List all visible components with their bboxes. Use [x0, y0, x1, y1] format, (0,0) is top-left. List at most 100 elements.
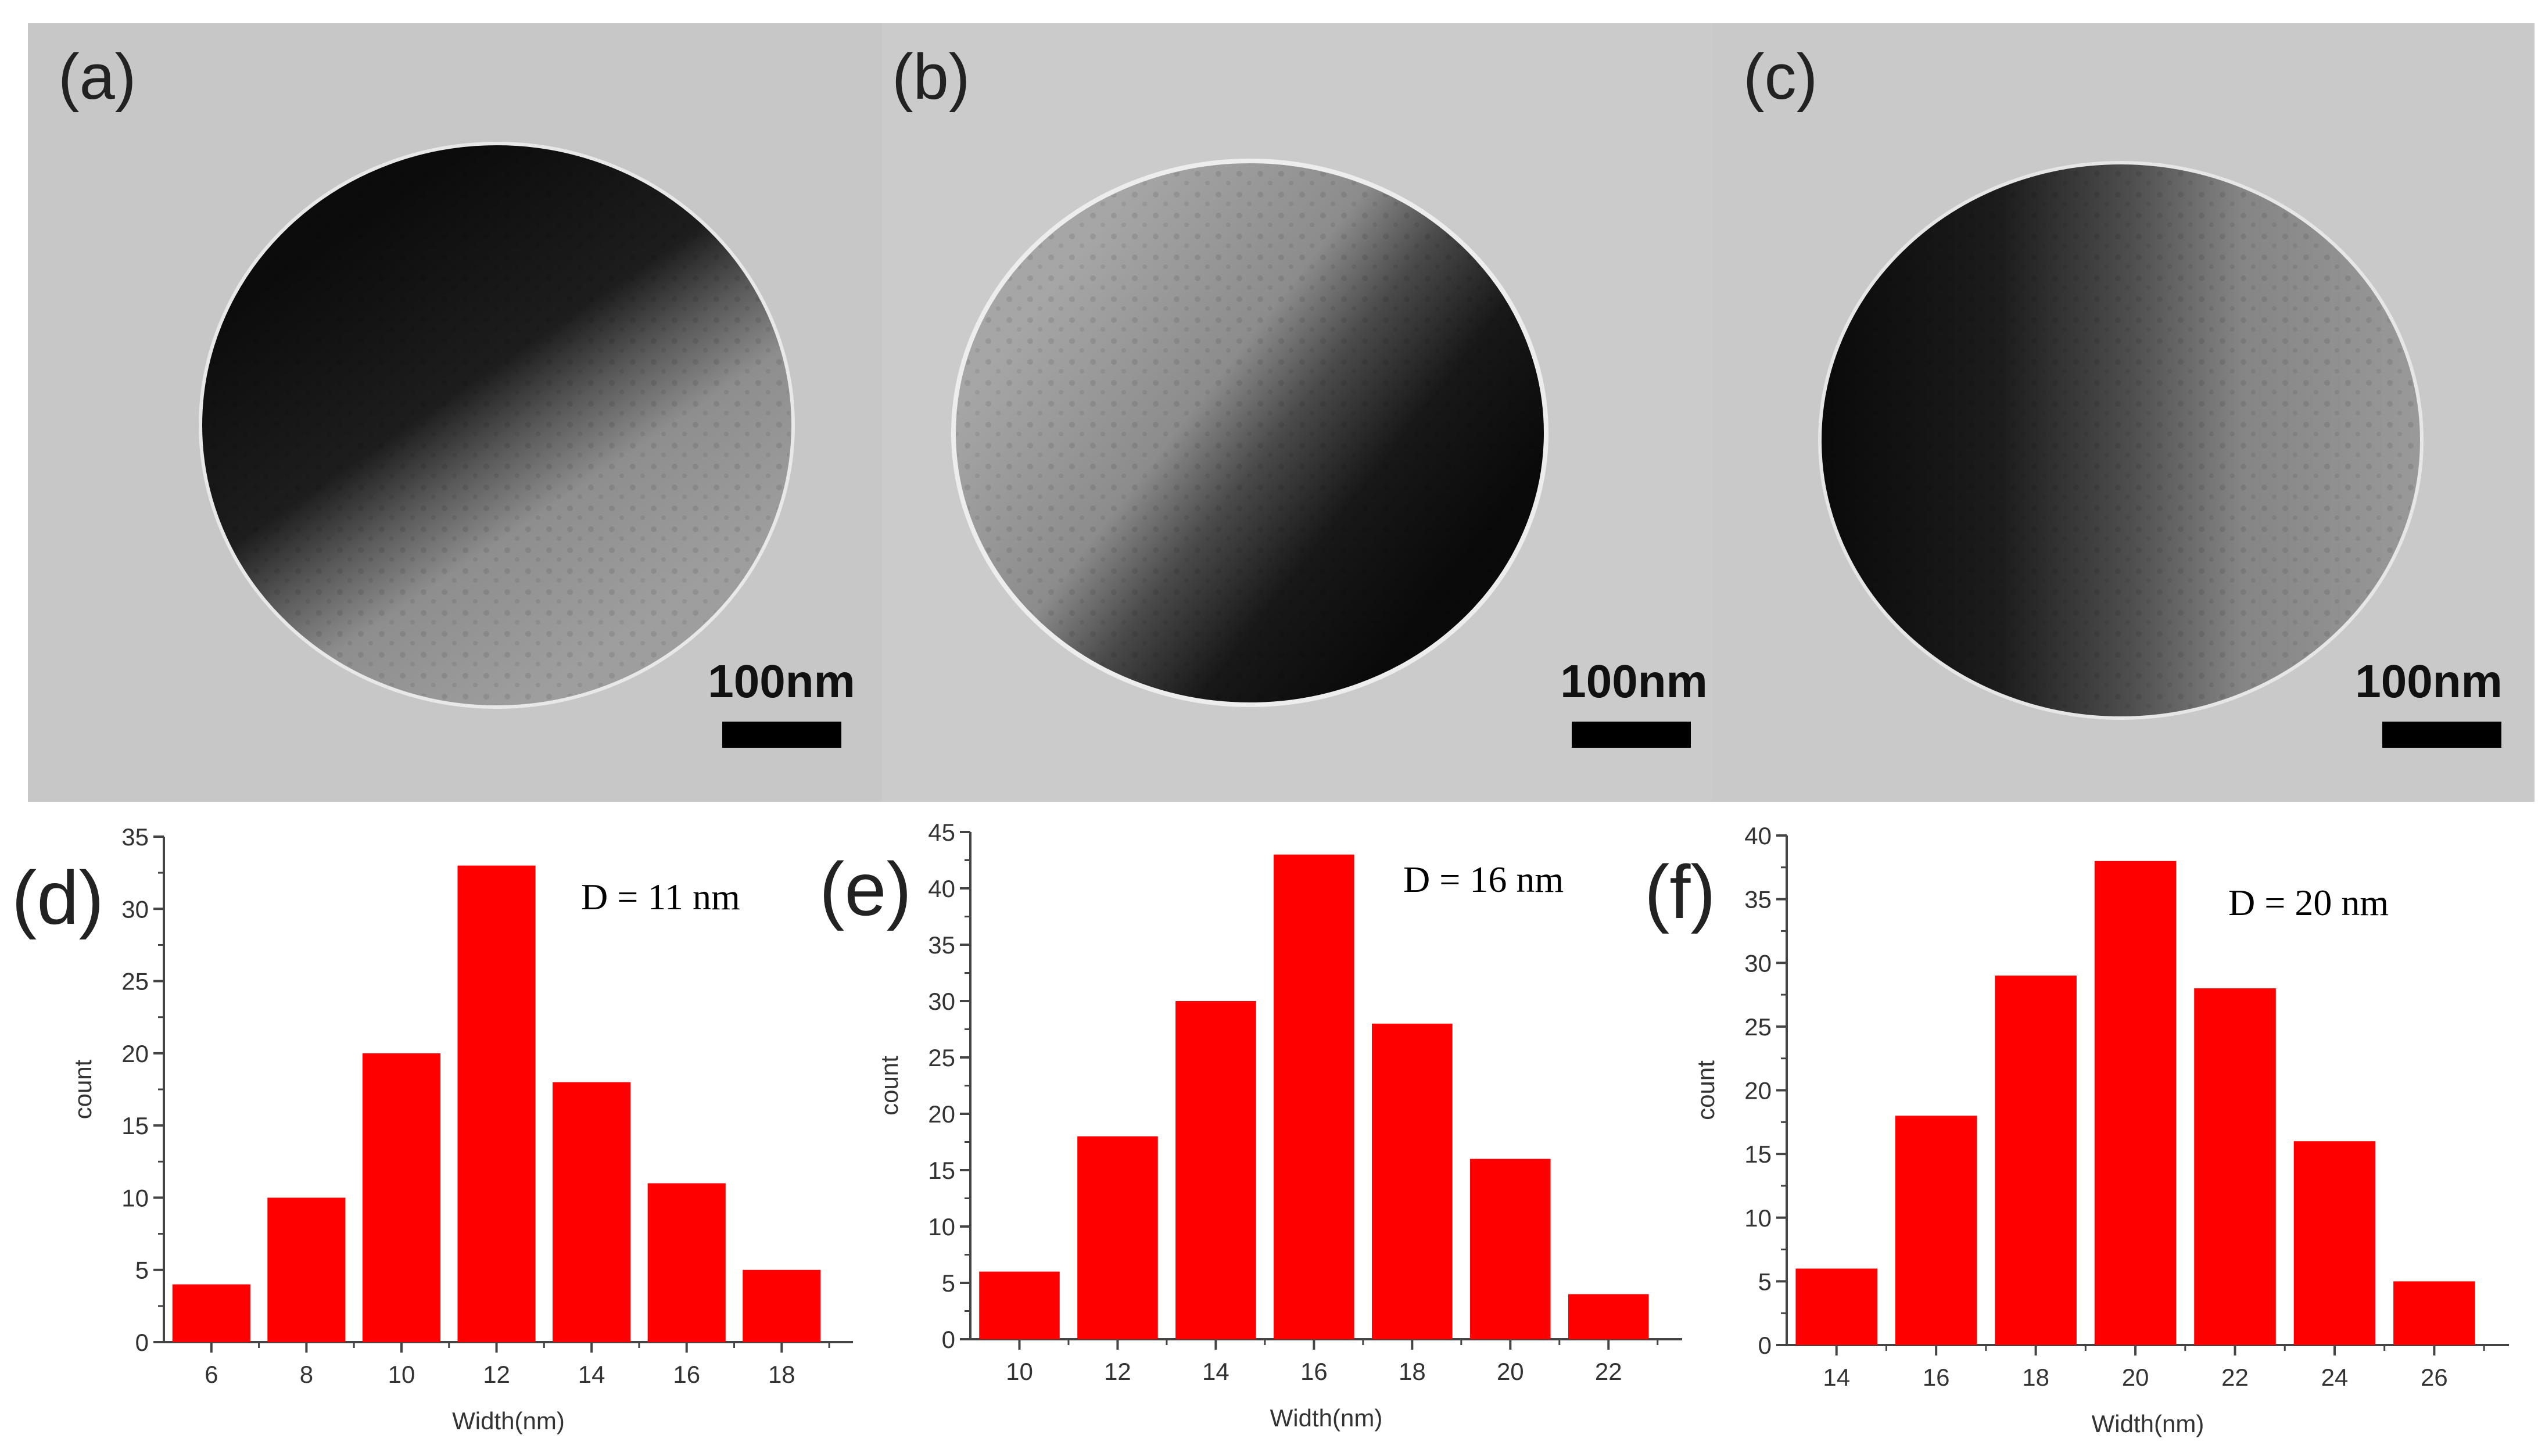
bar: [1175, 1001, 1256, 1339]
scale-bar-text-b: 100nm: [1560, 655, 1707, 707]
bar: [743, 1269, 821, 1342]
bar: [2393, 1281, 2475, 1345]
y-tick-label: 5: [942, 1269, 955, 1297]
panel-label-c: (c): [1743, 41, 1818, 113]
y-axis-title: count: [69, 1059, 96, 1119]
y-axis-title: count: [1692, 1060, 1719, 1120]
y-tick-label: 0: [942, 1326, 955, 1353]
x-tick-label: 22: [1595, 1358, 1622, 1385]
particle-texture: [956, 164, 1543, 702]
scale-bar-c: [2382, 722, 2501, 748]
bar: [362, 1053, 441, 1342]
d-annotation: D = 16 nm: [1403, 859, 1564, 900]
x-tick-label: 14: [1823, 1364, 1850, 1391]
y-tick-label: 30: [1744, 949, 1772, 977]
particle-texture: [203, 146, 790, 704]
histogram-f: (f) D = 20 nm 0 5 10 15 20 25 30 35 40 14 16 18 20 22…: [1644, 822, 2509, 1437]
y-tick-label: 10: [121, 1184, 149, 1211]
y-tick-label: 15: [1744, 1141, 1772, 1168]
x-axis-title: Width(nm): [452, 1407, 565, 1435]
particle-texture: [1823, 166, 2419, 715]
d-annotation: D = 11 nm: [581, 876, 740, 917]
bar: [647, 1183, 726, 1342]
y-tick-label: 20: [1744, 1077, 1772, 1104]
bar: [1895, 1116, 1977, 1345]
x-tick-label: 26: [2421, 1364, 2448, 1391]
x-tick-label: 12: [483, 1361, 510, 1388]
bar: [2293, 1141, 2376, 1345]
x-tick-label: 6: [205, 1361, 218, 1388]
tem-panel-a: (a) 100nm: [28, 23, 882, 802]
y-tick-label: 15: [121, 1112, 149, 1139]
y-tick-label: 5: [135, 1257, 149, 1284]
bar: [2194, 988, 2276, 1345]
y-tick-label: 10: [928, 1213, 955, 1240]
y-tick-label: 25: [1744, 1013, 1772, 1041]
x-tick-label: 18: [1399, 1358, 1426, 1385]
panel-label-b: (b): [892, 41, 970, 113]
d-annotation: D = 20 nm: [2228, 882, 2389, 923]
y-tick-label: 30: [121, 895, 149, 923]
y-tick-label: 15: [928, 1157, 955, 1184]
scale-bar-text-c: 100nm: [2355, 655, 2502, 707]
chart-f: 0 5 10 15 20 25 30 35 40 14 16 18 20 22 24 26 Width(nm) c…: [1692, 822, 2509, 1437]
y-tick-label: 10: [1744, 1204, 1772, 1232]
y-tick-label: 20: [928, 1100, 955, 1128]
histogram-d: (d) D = 11 nm 0 5 10 15 20 25 30 35 6 8 10 12 14 16 18…: [12, 823, 853, 1435]
x-tick-label: 18: [2022, 1364, 2049, 1391]
scale-bar-a: [722, 722, 841, 748]
bar: [1995, 976, 2077, 1345]
bar: [1077, 1136, 1158, 1339]
y-tick-label: 40: [1744, 822, 1772, 849]
y-tick-label: 35: [1744, 886, 1772, 913]
y-axis-title: count: [876, 1056, 903, 1116]
x-tick-label: 18: [768, 1361, 795, 1388]
panel-label-a: (a): [58, 41, 136, 113]
histogram-e: (e) D = 16 nm 0 5 10 15 20 25 30 35 40 45 10 12 14 16…: [819, 819, 1682, 1432]
bar: [1470, 1159, 1551, 1339]
x-tick-label: 14: [578, 1361, 605, 1388]
x-tick-label: 14: [1202, 1358, 1229, 1385]
bar: [2094, 860, 2177, 1345]
y-tick-label: 45: [928, 819, 955, 846]
y-tick-label: 25: [121, 968, 149, 995]
y-tick-label: 20: [121, 1040, 149, 1067]
tem-panel-b: (b) 100nm: [882, 23, 1712, 802]
x-tick-label: 16: [673, 1361, 700, 1388]
x-tick-label: 16: [1300, 1358, 1328, 1385]
bar: [1568, 1294, 1649, 1339]
panel-label-f: (f): [1644, 849, 1716, 934]
bar: [979, 1271, 1060, 1339]
x-tick-label: 16: [1923, 1364, 1950, 1391]
bar: [267, 1197, 346, 1342]
tem-panel-c: (c) 100nm: [1712, 23, 2535, 802]
y-tick-label: 0: [135, 1329, 149, 1356]
scale-bar-text-a: 100nm: [708, 655, 855, 707]
bar: [553, 1082, 631, 1342]
x-tick-label: 20: [2122, 1364, 2149, 1391]
x-tick-label: 12: [1104, 1358, 1131, 1385]
bar: [1795, 1268, 1878, 1345]
bar: [172, 1284, 250, 1342]
x-tick-label: 10: [388, 1361, 415, 1388]
panel-label-e: (e): [819, 847, 912, 931]
y-tick-label: 0: [1758, 1332, 1772, 1359]
y-tick-label: 35: [121, 823, 149, 851]
bar: [457, 865, 536, 1342]
y-tick-label: 40: [928, 875, 955, 902]
x-tick-label: 8: [300, 1361, 313, 1388]
bar: [1274, 854, 1354, 1339]
scale-bar-b: [1572, 722, 1691, 748]
x-axis-title: Width(nm): [2092, 1410, 2204, 1437]
x-tick-label: 24: [2321, 1364, 2349, 1391]
x-tick-label: 20: [1497, 1358, 1524, 1385]
bar: [1372, 1023, 1453, 1339]
y-tick-label: 30: [928, 988, 955, 1015]
chart-e: 0 5 10 15 20 25 30 35 40 45 10 12 14 16 18 20 22 Width(nm…: [876, 819, 1682, 1432]
y-tick-label: 35: [928, 931, 955, 959]
x-tick-label: 10: [1006, 1358, 1033, 1385]
chart-d: 0 5 10 15 20 25 30 35 6 8 10 12 14 16 18 Width(nm) count: [69, 823, 853, 1435]
x-axis-title: Width(nm): [1270, 1404, 1383, 1432]
y-tick-label: 25: [928, 1044, 955, 1071]
